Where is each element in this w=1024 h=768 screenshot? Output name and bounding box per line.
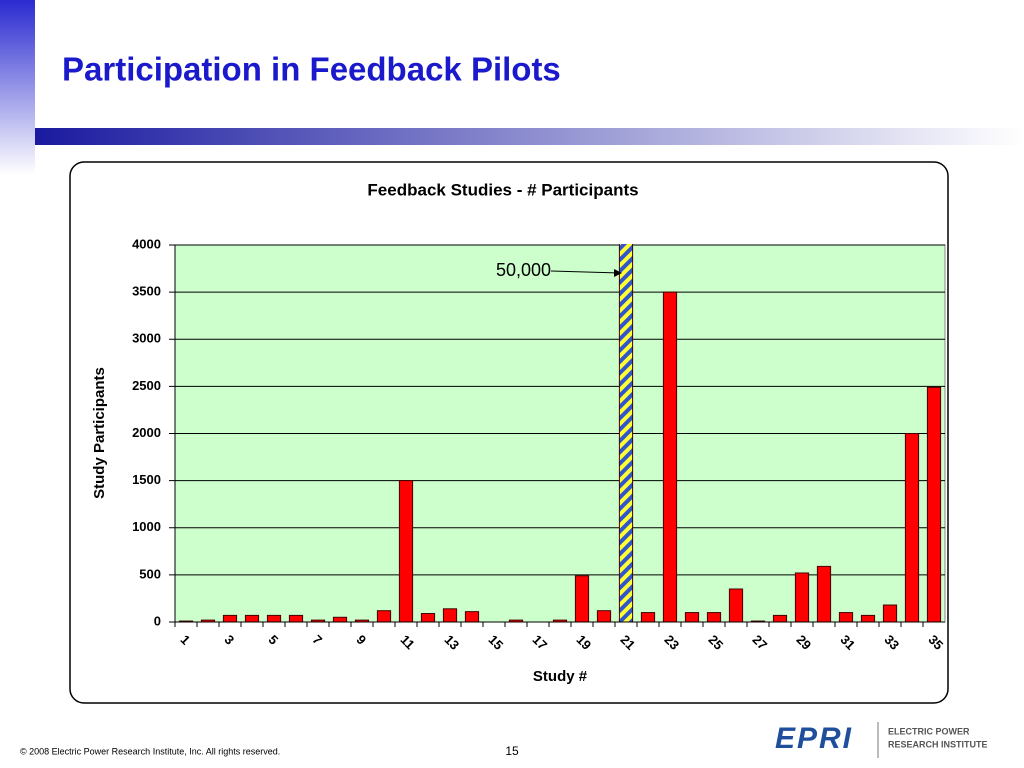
bar (838, 612, 854, 623)
annotation-arrowhead (614, 269, 622, 277)
slide-title: Participation in Feedback Pilots (62, 51, 561, 88)
bar (376, 610, 392, 623)
bar (420, 613, 436, 623)
bar (596, 610, 612, 623)
bar (684, 612, 700, 623)
y-tick-label: 1000 (132, 519, 161, 534)
decor-line (35, 128, 1024, 145)
x-axis-label: Study # (533, 668, 588, 685)
logo-text: RESEARCH INSTITUTE (888, 739, 988, 749)
logo-text: ELECTRIC POWER (888, 726, 970, 736)
bar (332, 616, 348, 623)
bar (222, 614, 238, 623)
annotation-arrow (550, 270, 621, 274)
logo: EPRI (775, 722, 853, 755)
y-tick-label: 4000 (132, 236, 161, 251)
bar (662, 291, 678, 623)
y-tick-label: 1500 (132, 472, 161, 487)
page-number: 15 (505, 744, 519, 758)
bar (882, 604, 898, 623)
y-tick-label: 3500 (132, 284, 161, 299)
bar (266, 614, 282, 623)
y-tick-label: 2500 (132, 378, 161, 393)
chart-title: Feedback Studies - # Participants (367, 180, 638, 199)
bar (288, 614, 304, 623)
footer: © 2008 Electric Power Research Institute… (20, 746, 280, 756)
bar (772, 614, 788, 623)
y-tick-label: 2000 (132, 425, 161, 440)
bar (728, 588, 744, 623)
bar (574, 575, 590, 623)
bar (464, 611, 480, 623)
bar (816, 565, 832, 623)
y-tick-label: 0 (154, 613, 161, 628)
bar (794, 572, 810, 623)
bar (926, 386, 942, 623)
bar (904, 433, 920, 623)
bar (860, 614, 876, 623)
bar (442, 608, 458, 623)
bar (640, 612, 656, 623)
decor-bar (0, 0, 35, 175)
bar (398, 480, 414, 623)
y-tick-label: 3000 (132, 331, 161, 346)
bar (706, 612, 722, 623)
value-label: 50,000 (496, 260, 551, 280)
y-tick-label: 500 (139, 566, 161, 581)
y-axis-label: Study Participants (91, 367, 108, 499)
bar (244, 614, 260, 623)
